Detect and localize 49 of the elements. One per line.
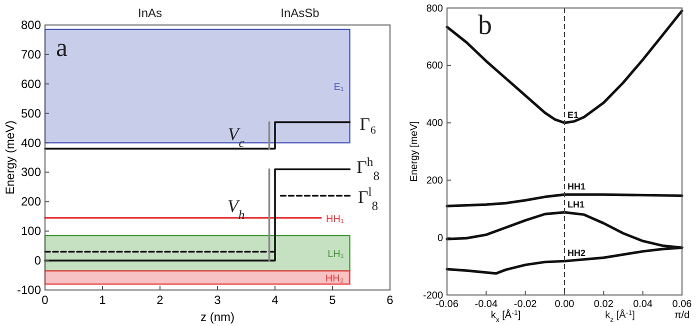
y-tick-label: 400: [426, 118, 444, 130]
band-label: E₁: [334, 82, 344, 94]
x-tick-label: 2: [156, 293, 164, 307]
x-tick-label: 0.04: [633, 299, 653, 310]
text: InAs: [138, 6, 162, 20]
annotation: a: [56, 33, 68, 62]
x-tick-label: 0.06 π/d: [672, 299, 692, 321]
series-label: LH1: [568, 199, 585, 210]
annotation: b: [478, 10, 492, 41]
y-tick-label: 300: [20, 165, 42, 180]
y-tick-label: 0: [34, 254, 42, 268]
x-tick-label: 4: [272, 293, 279, 307]
x-axis-title: k$_{x}$ [Å$^{-1}$]: [490, 309, 521, 324]
y-axis-title: Energy [meV]: [409, 120, 420, 182]
x-tick-label: 0.00: [554, 299, 575, 310]
x-tick-label: 1: [99, 293, 106, 307]
line-series: [446, 193, 684, 208]
band-label: LH₁: [328, 249, 344, 260]
x-tick-label: -0.06: [436, 299, 459, 310]
y-tick-label: 600: [426, 60, 444, 72]
y-tick-label: 700: [20, 47, 42, 62]
series-label: HH1: [568, 182, 586, 192]
y-tick-label: 0: [437, 232, 444, 244]
y-tick-label: 200: [426, 176, 444, 187]
x-tick-label: 6: [386, 293, 394, 307]
y-tick-label: 400: [20, 136, 42, 150]
x-tick-label: 0.02: [594, 299, 614, 310]
text: k$_{z}$ [Å$^{-1}$]: [605, 309, 636, 324]
series-label: HH₁: [326, 214, 344, 225]
y-tick-label: 600: [20, 76, 42, 91]
x-tick-label: -0.04: [474, 299, 498, 310]
y-tick-label: 100: [20, 224, 42, 238]
y-tick-label: 500: [20, 106, 42, 120]
y-tick-label: 800: [20, 18, 42, 32]
x-tick-label: 3: [214, 293, 222, 307]
series-label: HH2: [568, 248, 586, 258]
x-tick-label: 5: [329, 293, 336, 307]
x-axis-title: z (nm): [200, 310, 234, 324]
x-tick-label: -0.02: [514, 299, 538, 310]
series-label: E1: [568, 110, 579, 120]
line-series: [446, 10, 684, 124]
y-tick-label: -100: [16, 283, 42, 297]
y-tick-label: 200: [20, 194, 42, 209]
annotation: Γ₆: [360, 114, 376, 134]
y-tick-label: -200: [422, 290, 444, 302]
band-label: HH₂: [325, 273, 344, 284]
y-axis-title: Energy (meV): [3, 120, 17, 195]
y-tick-label: 800: [426, 3, 444, 14]
text: InAsSb: [280, 6, 320, 20]
